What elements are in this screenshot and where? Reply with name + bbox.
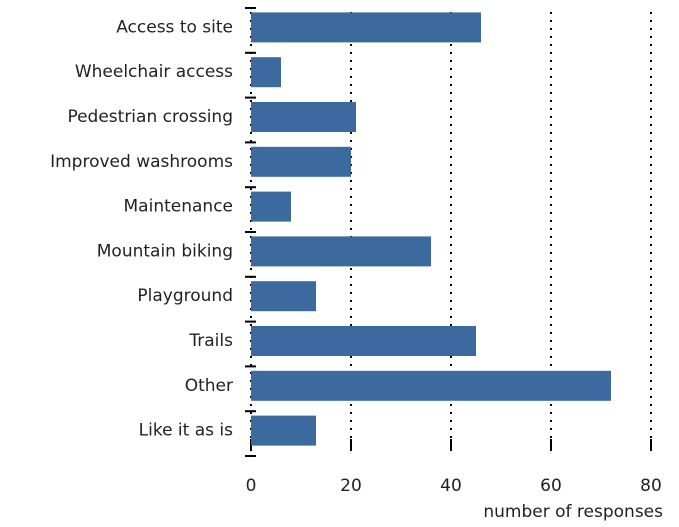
bar <box>251 146 351 177</box>
y-tick-label: Playground <box>137 286 233 306</box>
y-tick-label: Improved washrooms <box>50 152 233 172</box>
x-tick-label: 20 <box>340 476 362 496</box>
bar <box>251 370 611 401</box>
bar <box>251 281 316 312</box>
y-tick-label: Pedestrian crossing <box>67 107 233 127</box>
bar <box>251 102 356 132</box>
y-tick-label: Other <box>185 376 233 396</box>
y-tick-label: Trails <box>188 331 233 351</box>
bar <box>251 415 316 446</box>
bar <box>251 236 431 267</box>
x-tick-label: 40 <box>440 476 462 496</box>
y-tick-label: Wheelchair access <box>75 62 233 82</box>
x-tick-label: 0 <box>246 476 257 496</box>
bar <box>251 57 281 88</box>
x-tick-label: 60 <box>540 476 562 496</box>
bar <box>251 326 476 356</box>
bar <box>251 12 481 43</box>
y-tick-label: Mountain biking <box>97 241 233 261</box>
y-tick-label: Maintenance <box>124 197 233 217</box>
y-tick-label: Like it as is <box>139 421 233 441</box>
x-axis-label: number of responses <box>483 502 663 522</box>
x-tick-label: 80 <box>640 476 662 496</box>
y-tick-label: Access to site <box>116 17 233 37</box>
bar <box>251 191 291 222</box>
